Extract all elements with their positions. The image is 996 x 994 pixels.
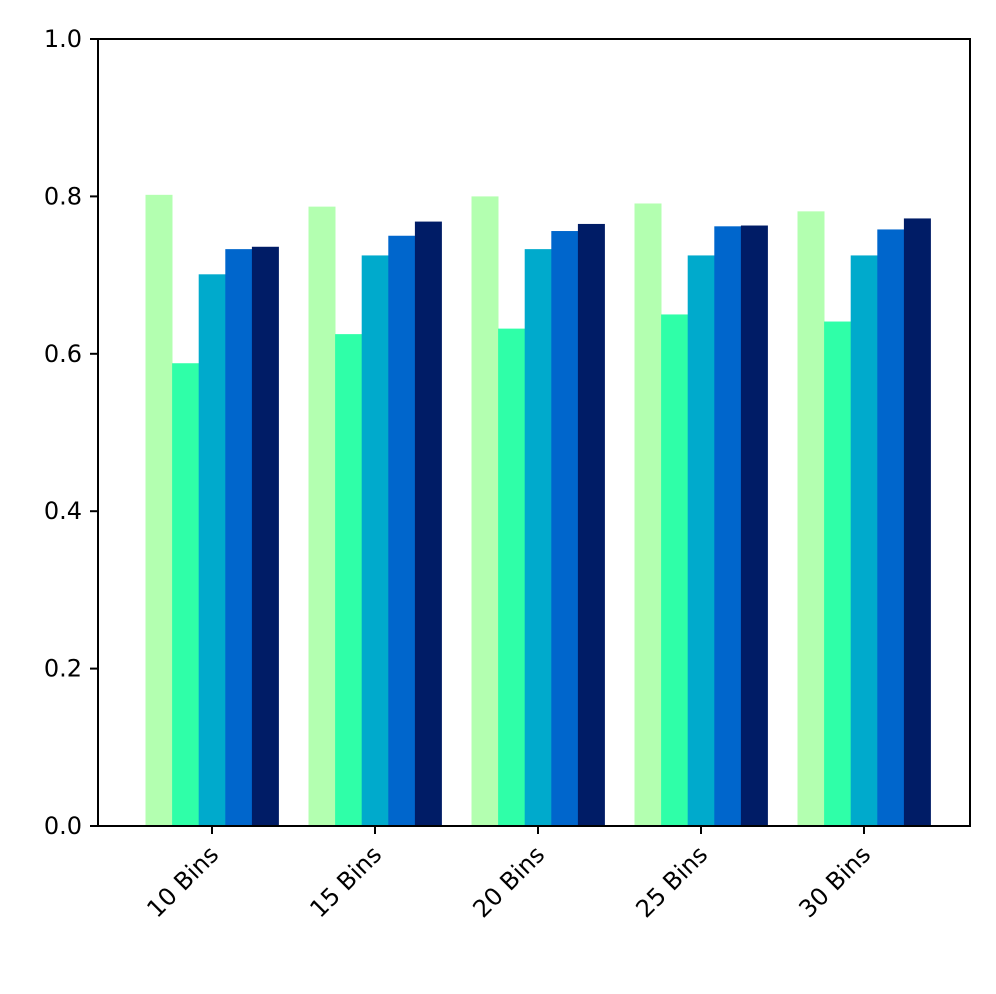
bars-layer: [145, 194, 931, 827]
x-tick-label: 15 Bins: [305, 840, 388, 923]
y-axis: 0.0 0.2 0.4 0.6 0.8 1.0: [44, 25, 98, 840]
x-tick-label: 25 Bins: [631, 840, 714, 923]
x-axis: 10 Bins 15 Bins 20 Bins 25 Bins 30 Bins: [142, 826, 877, 923]
y-tick-label: 0.2: [44, 655, 82, 683]
bar-series-4-30-bins: [877, 229, 905, 826]
bar-series-2-20-bins: [498, 328, 526, 826]
bar-series-3-15-bins: [361, 255, 389, 826]
bar-series-4-10-bins: [225, 249, 253, 826]
y-tick-label: 0.4: [44, 497, 82, 525]
bar-series-5-10-bins: [251, 246, 279, 826]
bar-series-3-10-bins: [198, 274, 226, 826]
bar-series-4-20-bins: [551, 231, 579, 826]
bar-series-1-10-bins: [145, 194, 173, 826]
bar-series-1-15-bins: [308, 206, 336, 826]
axes-frame: [97, 38, 971, 827]
bar-series-2-15-bins: [335, 334, 363, 827]
bar-series-3-25-bins: [687, 255, 715, 826]
bar-series-2-25-bins: [661, 314, 689, 826]
bar-series-4-15-bins: [388, 235, 416, 826]
bar-series-1-30-bins: [797, 211, 825, 827]
y-tick-label: 0.0: [44, 812, 82, 840]
bar-series-1-25-bins: [634, 203, 662, 827]
bar-series-2-30-bins: [824, 321, 852, 826]
bar-series-2-10-bins: [172, 363, 200, 826]
bar-series-5-30-bins: [903, 218, 931, 826]
bar-series-5-20-bins: [577, 223, 605, 826]
bar-series-5-25-bins: [740, 225, 768, 826]
y-tick-label: 1.0: [44, 25, 82, 53]
x-tick-label: 10 Bins: [142, 840, 225, 923]
bar-series-4-25-bins: [714, 226, 742, 826]
bar-series-3-30-bins: [850, 255, 878, 826]
bar-series-3-20-bins: [524, 249, 552, 826]
y-tick-label: 0.6: [44, 340, 82, 368]
x-tick-label: 30 Bins: [794, 840, 877, 923]
x-tick-label: 20 Bins: [468, 840, 551, 923]
y-tick-label: 0.8: [44, 182, 82, 210]
bar-series-1-20-bins: [471, 196, 499, 826]
bar-series-5-15-bins: [414, 221, 442, 826]
